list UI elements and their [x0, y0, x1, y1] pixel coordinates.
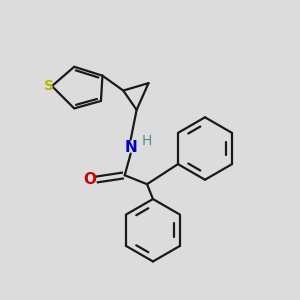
Text: S: S: [44, 79, 54, 93]
Text: O: O: [83, 172, 96, 187]
Text: H: H: [142, 134, 152, 148]
Text: N: N: [124, 140, 137, 154]
